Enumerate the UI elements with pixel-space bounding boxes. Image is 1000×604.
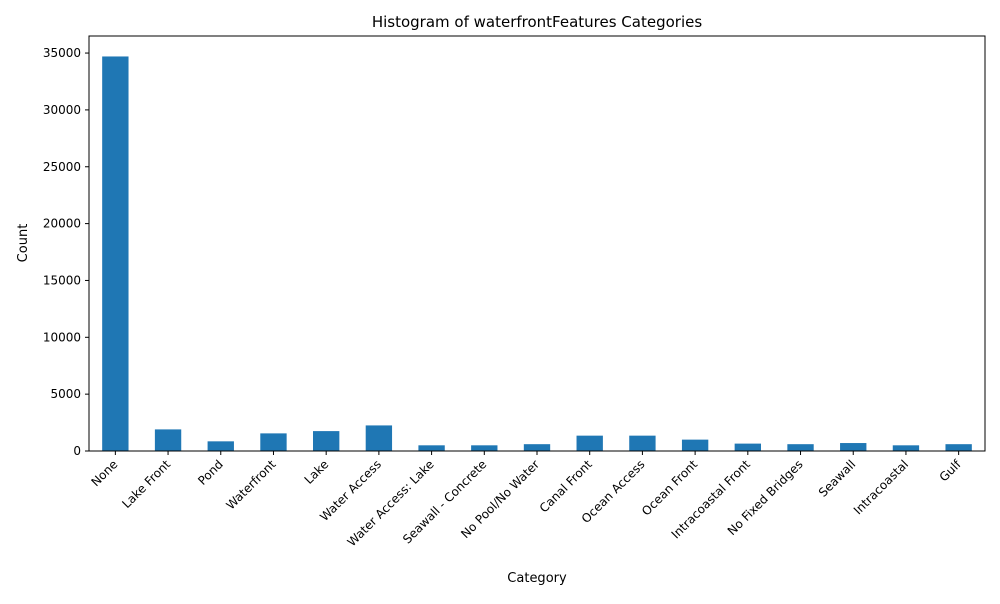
bar-16	[945, 444, 972, 451]
x-tick-label: Water Access: Lake	[345, 457, 437, 549]
bar-1	[154, 429, 182, 451]
bar-2	[207, 441, 234, 451]
bar-10	[629, 435, 656, 451]
bar-6	[418, 445, 445, 451]
bar-4	[313, 431, 340, 451]
y-tick-label: 0	[73, 444, 81, 458]
x-tick-label: Intracoastal	[851, 457, 911, 517]
bar-8	[523, 444, 551, 451]
x-tick-label: Seawall	[816, 457, 859, 500]
x-tick-label: Waterfront	[223, 457, 278, 512]
x-tick-label: Canal Front	[537, 457, 595, 515]
y-tick-label: 5000	[50, 387, 81, 401]
y-tick-label: 10000	[43, 330, 81, 344]
x-tick-label: Pond	[195, 457, 226, 488]
y-tick-label: 25000	[43, 160, 81, 174]
bar-0	[102, 56, 129, 451]
bar-5	[365, 425, 393, 451]
bar-12	[734, 443, 761, 451]
x-tick-label: Lake Front	[119, 457, 173, 511]
x-tick-label: Lake	[302, 457, 332, 487]
y-tick-label: 30000	[43, 103, 81, 117]
bar-7	[471, 445, 498, 451]
x-tick-label: None	[88, 457, 120, 489]
plot-frame	[88, 35, 986, 452]
bar-3	[260, 433, 287, 451]
y-axis-label: Count	[16, 224, 31, 263]
x-tick-label: Gulf	[937, 457, 965, 485]
bar-11	[681, 439, 709, 451]
bars-group	[102, 56, 972, 451]
y-tick-label: 15000	[43, 273, 81, 287]
y-axis: 0 5000 10000 15000 20000 25000 30000 35000	[43, 46, 89, 458]
bar-13	[787, 444, 814, 451]
x-axis-label: Category	[507, 571, 567, 586]
bar-14	[840, 443, 867, 451]
bar-15	[892, 445, 920, 451]
bar-9	[576, 435, 603, 451]
y-tick-label: 35000	[43, 46, 81, 60]
chart-title: Histogram of waterfrontFeatures Categori…	[372, 13, 703, 31]
y-tick-label: 20000	[43, 217, 81, 231]
